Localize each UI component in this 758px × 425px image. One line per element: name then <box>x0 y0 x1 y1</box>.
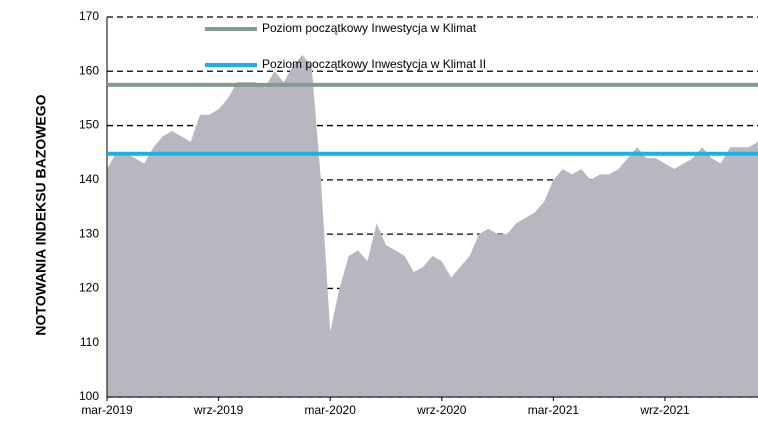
legend-label: Poziom początkowy Inwestycja w Klimat II <box>262 57 486 71</box>
index-area <box>107 55 758 397</box>
y-tick-label: 100 <box>79 389 99 403</box>
y-tick-label: 110 <box>80 335 99 349</box>
y-axis-label: NOTOWANIA INDEKSU BAZOWEGO <box>33 94 49 335</box>
x-tick-label: mar-2020 <box>305 403 357 417</box>
y-tick-label: 130 <box>79 226 99 240</box>
x-tick-label: wrz-2019 <box>193 403 244 417</box>
y-tick-label: 150 <box>79 118 99 132</box>
y-tick-label: 170 <box>79 9 99 23</box>
x-tick-label: wrz-2021 <box>639 403 690 417</box>
y-tick-label: 160 <box>79 63 99 77</box>
x-tick-label: wrz-2020 <box>416 403 467 417</box>
y-tick-label: 140 <box>79 172 99 186</box>
legend-label: Poziom początkowy Inwestycja w Klimat <box>262 21 477 35</box>
y-tick-label: 120 <box>79 281 99 295</box>
x-tick-label: mar-2021 <box>528 403 580 417</box>
x-tick-label: mar-2019 <box>81 403 133 417</box>
